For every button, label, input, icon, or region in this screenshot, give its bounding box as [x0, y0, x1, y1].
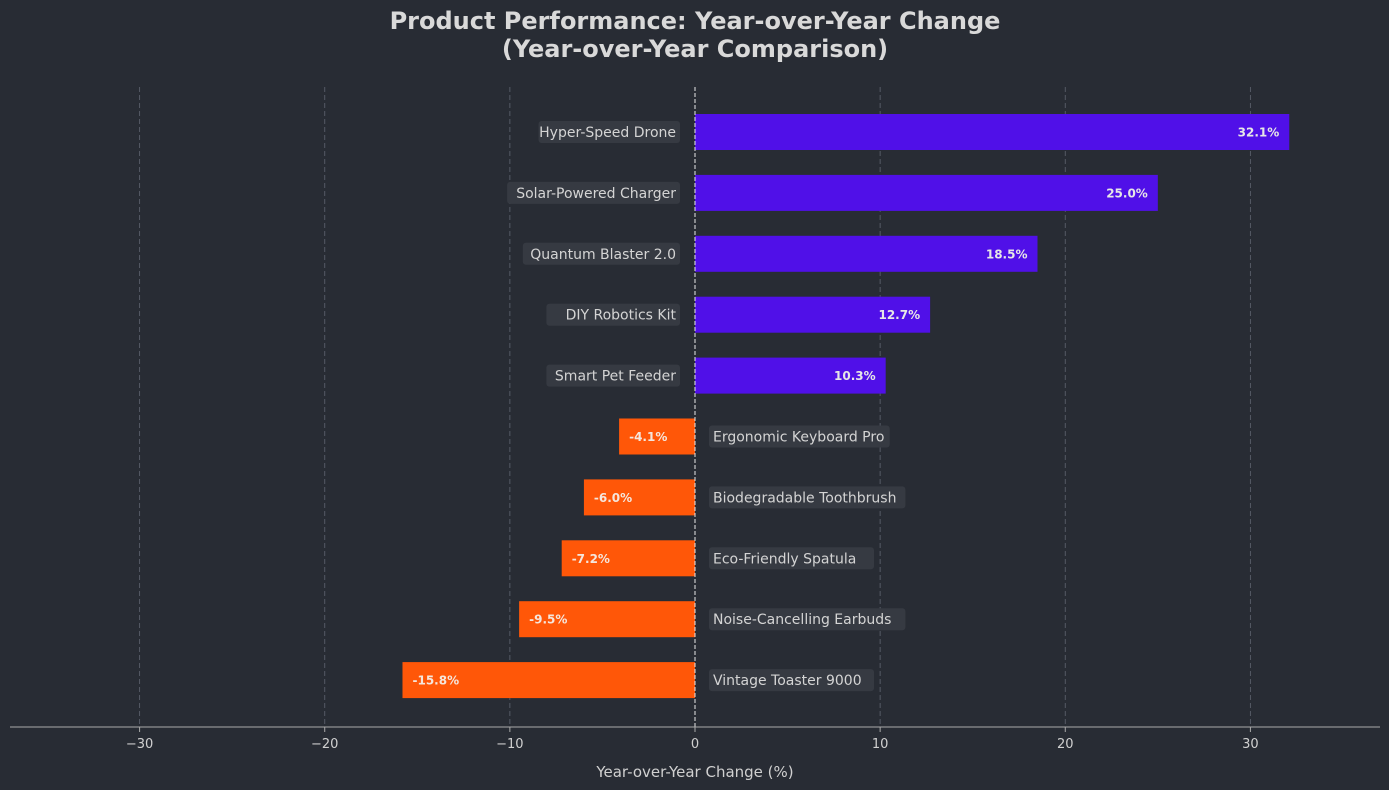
category-label: Ergonomic Keyboard Pro [713, 430, 884, 446]
x-tick-label: 10 [872, 737, 889, 752]
bar-value-label: -6.0% [594, 491, 632, 505]
x-tick-label: −20 [311, 737, 338, 752]
bars: 32.1% 25.0% 18.5% 12.7% 10.3% -4.1% -6.0% -7.2%… [402, 87, 1290, 727]
category-label: Hyper-Speed Drone [539, 125, 676, 141]
bar-value-label: 25.0% [1106, 186, 1148, 200]
bar [619, 418, 695, 455]
category-label-box [546, 303, 680, 326]
chart-subtitle: (Year-over-Year Comparison) [502, 35, 888, 63]
chart-title: Product Performance: Year-over-Year Chan… [390, 7, 1001, 35]
bar [695, 114, 1290, 150]
category-label: Vintage Toaster 9000 [713, 673, 862, 689]
x-tick-label: −10 [496, 737, 523, 752]
bar [695, 174, 1158, 211]
bar [695, 296, 931, 333]
bar-value-label: -9.5% [529, 613, 567, 627]
bar [695, 235, 1038, 272]
category-label: DIY Robotics Kit [566, 308, 677, 324]
bar-value-label: -15.8% [412, 674, 459, 688]
bar [561, 540, 695, 577]
x-axis: −30 −20 −10 0 10 20 30 [10, 726, 1380, 752]
category-label: Biodegradable Toothbrush [713, 490, 896, 506]
category-label-box [709, 425, 890, 448]
category-label: Smart Pet Feeder [555, 369, 676, 385]
x-axis-label: Year-over-Year Change (%) [595, 763, 793, 781]
category-label: Eco-Friendly Spatula [713, 551, 856, 567]
category-label-box [709, 547, 874, 570]
bar [519, 601, 695, 638]
x-tick-label: 0 [691, 737, 699, 752]
bar-value-label: 32.1% [1238, 126, 1280, 140]
category-label-box [709, 608, 906, 631]
x-tick-label: −30 [126, 737, 153, 752]
category-label-box [507, 181, 680, 204]
bar [695, 357, 886, 394]
category-label-box [709, 486, 906, 509]
bar-value-label: -4.1% [629, 430, 667, 444]
bar [583, 479, 695, 516]
category-label-box [546, 364, 680, 387]
bar [402, 662, 695, 699]
bar-value-label: 10.3% [834, 369, 876, 383]
x-tick-label: 30 [1242, 737, 1259, 752]
bar-value-label: 18.5% [986, 247, 1028, 261]
category-label-box [538, 121, 680, 143]
category-label: Noise-Cancelling Earbuds [713, 612, 891, 628]
bar-value-label: -7.2% [572, 552, 610, 566]
x-tick-label: 20 [1057, 737, 1074, 752]
bar-value-label: 12.7% [878, 308, 920, 322]
category-label: Quantum Blaster 2.0 [530, 247, 676, 263]
category-labels: Hyper-Speed Drone Solar-Powered Charger Qu… [507, 121, 906, 692]
category-label-box [709, 669, 874, 692]
category-label-box [522, 242, 680, 265]
category-label: Solar-Powered Charger [516, 186, 676, 202]
